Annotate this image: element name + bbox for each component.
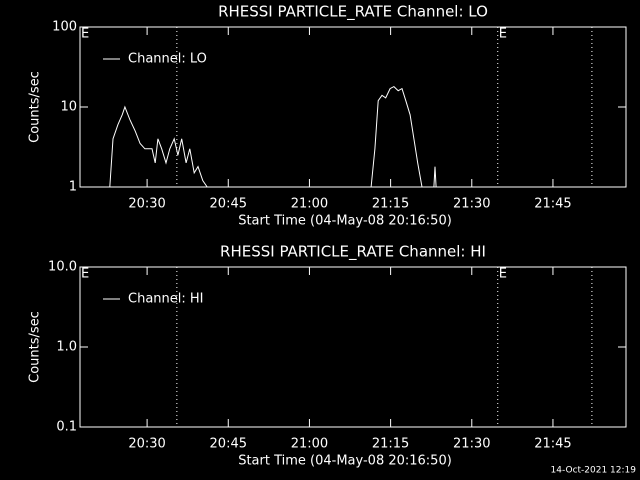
marker-label: E — [499, 267, 507, 282]
y-axis-label: Counts/sec — [28, 71, 43, 143]
x-axis-label: Start Time (04-May-08 20:16:50) — [238, 454, 452, 469]
y-axis-label: Counts/sec — [28, 311, 43, 383]
y-tick-label: 1.0 — [56, 340, 77, 355]
x-tick-label: 21:45 — [534, 197, 571, 212]
y-tick-label: 0.1 — [56, 420, 77, 435]
x-tick-label: 20:30 — [128, 197, 165, 212]
x-tick-label: 20:30 — [128, 437, 165, 452]
x-tick-label: 21:00 — [291, 197, 328, 212]
data-line — [109, 85, 437, 188]
x-tick-label: 21:15 — [372, 437, 409, 452]
chart-title: RHESSI PARTICLE_RATE Channel: LO — [218, 3, 488, 22]
footer: 14-Oct-2021 12:19 — [551, 466, 637, 476]
y-tick-label: 10.0 — [48, 260, 77, 275]
x-tick-label: 20:45 — [210, 197, 247, 212]
x-tick-label: 20:45 — [210, 437, 247, 452]
legend-label: Channel: HI — [128, 292, 204, 307]
legend-label: Channel: LO — [128, 52, 207, 67]
x-axis-label: Start Time (04-May-08 20:16:50) — [238, 214, 452, 229]
marker-label: E — [499, 27, 507, 42]
x-tick-label: 21:30 — [453, 437, 490, 452]
x-tick-label: 21:00 — [291, 437, 328, 452]
chart-title: RHESSI PARTICLE_RATE Channel: HI — [220, 243, 486, 262]
x-tick-label: 21:15 — [372, 197, 409, 212]
x-tick-label: 21:30 — [453, 197, 490, 212]
marker-label: E — [81, 267, 89, 282]
x-tick-label: 21:45 — [534, 437, 571, 452]
y-tick-label: 10 — [60, 100, 77, 115]
marker-label: E — [81, 27, 89, 42]
y-tick-label: 100 — [52, 20, 77, 35]
y-tick-label: 1 — [69, 180, 77, 195]
